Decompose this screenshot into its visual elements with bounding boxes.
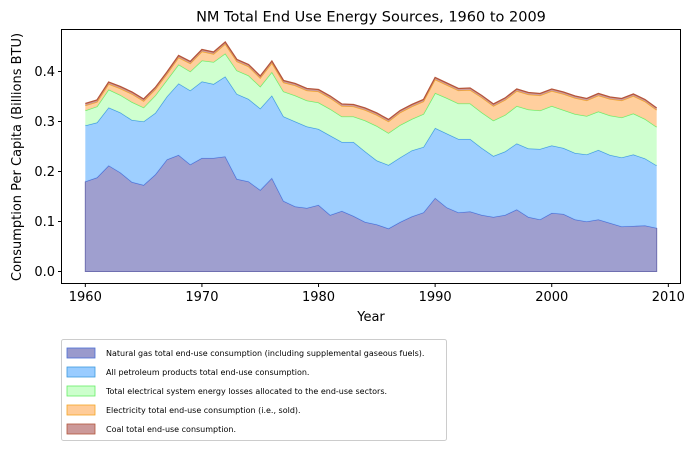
y-tick-label: 0.4 — [34, 65, 55, 80]
plot-area — [84, 41, 658, 272]
series-line-5 — [85, 41, 658, 121]
legend: Natural gas total end-use consumption (i… — [61, 339, 447, 441]
legend-swatch-4 — [66, 404, 96, 416]
legend-swatch-3 — [66, 385, 96, 397]
area-series-1 — [85, 155, 657, 272]
x-tick-label: 1980 — [302, 290, 335, 305]
legend-swatch-2 — [66, 366, 96, 378]
area-series-2 — [85, 76, 657, 229]
legend-label-3: Total electrical system energy losses al… — [105, 387, 387, 396]
y-tick-label: 0.0 — [34, 265, 55, 280]
area-series-3 — [85, 53, 657, 166]
x-tick-label: 1990 — [419, 290, 452, 305]
legend-frame — [61, 339, 447, 441]
y-tick-label: 0.1 — [34, 215, 55, 230]
legend-label-4: Electricity total end-use consumption (i… — [106, 406, 301, 415]
y-axis: 0.0 0.1 0.2 0.3 0.4 — [34, 65, 62, 280]
x-tick-label: 2000 — [535, 290, 568, 305]
legend-label-5: Coal total end-use consumption. — [106, 425, 236, 434]
legend-label-2: All petroleum products total end-use con… — [106, 368, 309, 377]
legend-label-1: Natural gas total end-use consumption (i… — [106, 349, 424, 358]
x-tick-label: 2010 — [652, 290, 685, 305]
y-tick-label: 0.2 — [34, 165, 55, 180]
area-series-4 — [85, 44, 657, 133]
baseline-outline — [84, 181, 658, 272]
legend-swatch-1 — [66, 347, 96, 359]
chart-title: NM Total End Use Energy Sources, 1960 to… — [196, 10, 546, 26]
y-axis-label: Consumption Per Capita (Billions BTU) — [10, 33, 25, 281]
x-axis: 1960 1970 1980 1990 2000 2010 — [69, 283, 685, 305]
x-tick-label: 1960 — [69, 290, 102, 305]
plot-frame — [61, 29, 681, 284]
legend-swatch-5 — [66, 423, 96, 435]
x-axis-label: Year — [356, 310, 385, 325]
x-tick-label: 1970 — [185, 290, 218, 305]
y-tick-label: 0.3 — [34, 115, 55, 130]
